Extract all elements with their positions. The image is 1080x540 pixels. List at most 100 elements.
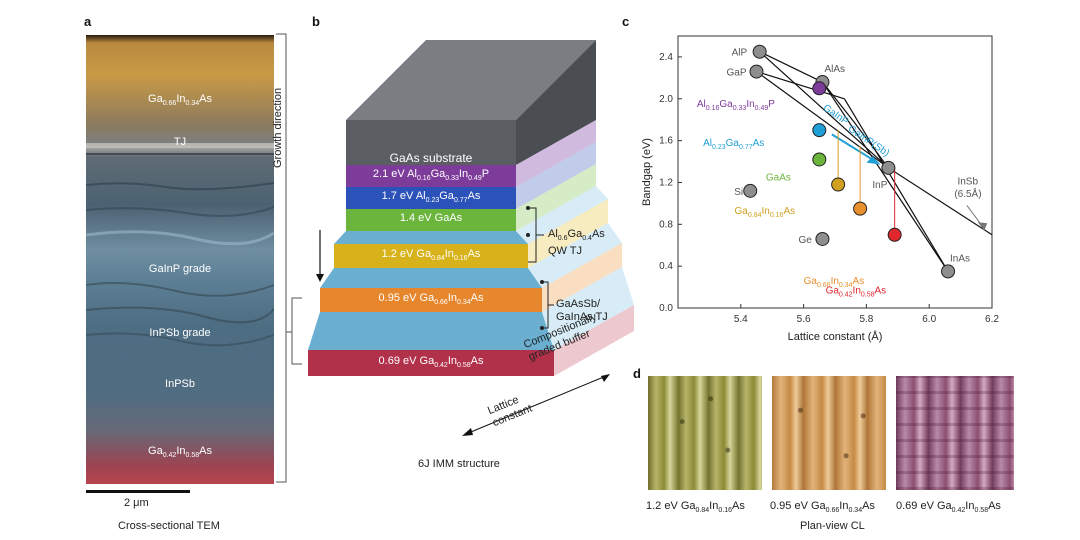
label-algaas: 1.7 eV Al0.23Ga0.77As (381, 190, 481, 205)
y-tick-label: 2.0 (659, 94, 673, 105)
y-tick-label: 0.4 (659, 261, 673, 272)
material-label-algaas: Al0.23Ga0.77As (703, 138, 764, 151)
layer-gain058 (308, 350, 554, 376)
material-label-algainp: Al0.16Ga0.33In0.49P (697, 99, 775, 112)
panel-b-letter: b (312, 14, 320, 29)
lattice-arrow (465, 375, 607, 435)
x-tick-label: 5.6 (797, 314, 811, 325)
annotation-gainp: GaInP (821, 103, 851, 128)
label-substrate: GaAs substrate (389, 151, 473, 165)
alloy-line-bend-inp (853, 121, 889, 169)
binary-label: AlAs (824, 64, 845, 75)
binary-label: InP (872, 180, 887, 191)
cl-image-1 (648, 376, 762, 490)
cl-label-3: 0.69 eV Ga0.42In0.58As (896, 500, 1001, 515)
insb-arrowhead (977, 222, 988, 231)
material-label-gain034: Ga0.66In0.34As (804, 276, 865, 289)
material-point (831, 177, 846, 192)
binary-point (881, 160, 896, 175)
y-tick-label: 1.2 (659, 177, 673, 188)
alloy-line-alas-bend (821, 81, 855, 123)
annotation-gaassb-tj: GaAsSb/GaInAs TJ (556, 298, 608, 323)
panel-a-caption: Cross-sectional TEM (118, 520, 220, 532)
scale-bar (86, 490, 190, 493)
annotation-insb-size: (6.5Å) (954, 187, 981, 200)
buffer-1 (334, 231, 528, 244)
tem-image: Ga0.66In0.34As TJ GaInP grade InPSb grad… (86, 35, 274, 484)
alloy-line-inp-insb (888, 167, 993, 236)
layer-gain034 (320, 288, 542, 312)
annotation-qw-tj: Al0.6Ga0.4As QW TJ (548, 228, 605, 258)
connector-a-b (286, 297, 302, 365)
tem-texture (86, 143, 274, 347)
alloy-line-ga-inas (843, 98, 949, 272)
y-tick-label: 2.4 (659, 52, 673, 63)
cl-label-2: 0.95 eV Ga0.66In0.34As (770, 500, 875, 515)
tem-label-inpsb-grade: InPSb grade (149, 327, 211, 339)
material-point (853, 201, 868, 216)
x-tick-label: 5.4 (734, 314, 748, 325)
y-tick-label: 1.6 (659, 136, 673, 147)
material-label-gain058: Ga0.42In0.58As (826, 286, 887, 299)
binary-label: InAs (950, 253, 970, 264)
gainp-arrowhead (866, 156, 881, 165)
binary-point (752, 44, 767, 59)
layer-gaas (346, 209, 516, 231)
cl-label-1: 1.2 eV Ga0.84In0.16As (646, 500, 745, 515)
tem-label-top: Ga0.66In0.34As (148, 93, 212, 108)
alloy-line-alas-inas (821, 81, 949, 272)
tem-label-gainp-grade: GaInP grade (148, 263, 212, 275)
imm-structure (308, 40, 634, 436)
binary-label: GaP (727, 68, 747, 79)
layer-algainp (346, 165, 516, 187)
alloy-line-gap-gaas (756, 70, 845, 100)
tem-bracket (276, 33, 287, 483)
panel-a-letter: a (84, 14, 92, 29)
panel-c-letter: c (622, 14, 630, 29)
panel-b-caption: 6J IMM structure (418, 458, 500, 470)
binary-label: Si (734, 187, 743, 198)
gainp-arrow (831, 133, 877, 163)
x-tick-label: 6.0 (922, 314, 936, 325)
panel-d-caption: Plan-view CL (800, 520, 865, 532)
alloy-line-gap-inp (756, 71, 889, 169)
binary-point (749, 64, 764, 79)
y-axis-label: Bandgap (eV) (641, 138, 653, 206)
material-label-gain016: Ga0.84In0.16As (735, 206, 796, 219)
binary-label: AlP (732, 48, 748, 59)
tem-label-inpsb: InPSb (165, 378, 195, 390)
tem-label-bottom: Ga0.42In0.58As (148, 445, 212, 460)
tem-label-tj: TJ (173, 136, 187, 148)
bandgap-chart: 5.4 5.6 5.8 6.0 6.2 0.0 0.4 0.8 1.2 1.6 2.0 2.4 Latt… (641, 35, 999, 343)
x-tick-label: 5.8 (859, 314, 873, 325)
material-point (812, 123, 827, 138)
scale-bar-label: 2 μm (124, 497, 149, 509)
label-gain058: 0.69 eV Ga0.42In0.58As (378, 355, 484, 370)
label-gaas: 1.4 eV GaAs (399, 212, 463, 224)
label-gain016: 1.2 eV Ga0.84In0.16As (381, 248, 481, 263)
y-tick-label: 0.0 (659, 303, 673, 314)
layer-gain016 (334, 244, 528, 268)
buffer-3 (308, 312, 554, 350)
buffer-2 (320, 268, 542, 288)
binary-point (941, 264, 956, 279)
material-label-gaas: GaAs (766, 172, 791, 183)
x-axis-label: Lattice constant (Å) (788, 330, 883, 343)
binary-point (815, 231, 830, 246)
panel-d-letter: d (633, 366, 641, 381)
label-gain034: 0.95 eV Ga0.66In0.34As (378, 292, 484, 307)
layer-algaas (346, 187, 516, 209)
material-point (812, 152, 827, 167)
material-point (887, 227, 902, 242)
cl-image-3 (896, 376, 1014, 490)
growth-direction-label: Growth direction (272, 87, 284, 168)
binary-label: Ge (798, 235, 812, 246)
plot-frame (677, 35, 993, 309)
material-point (812, 81, 827, 96)
y-tick-label: 0.8 (659, 219, 673, 230)
substrate-block (346, 40, 596, 165)
alloy-line-alp-alas (759, 51, 823, 83)
x-tick-label: 6.2 (985, 314, 999, 325)
label-algainp: 2.1 eV Al0.16Ga0.33In0.49P (372, 168, 490, 183)
binary-point (743, 183, 758, 198)
